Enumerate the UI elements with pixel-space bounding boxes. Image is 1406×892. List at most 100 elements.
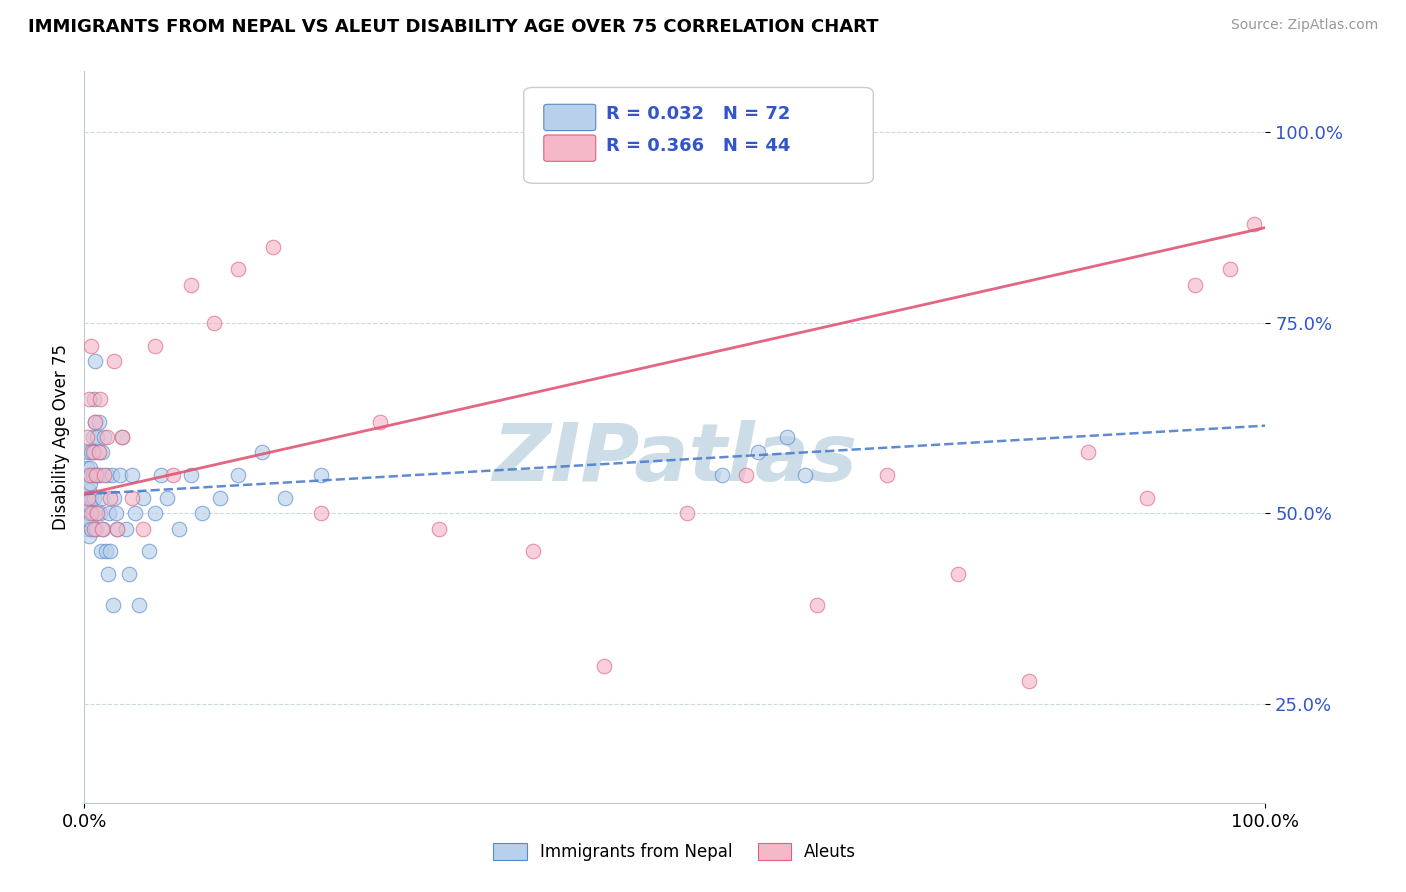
Point — [121, 468, 143, 483]
Point — [143, 506, 166, 520]
Point — [167, 521, 190, 535]
Point — [77, 491, 100, 505]
Point — [114, 521, 136, 535]
Text: R = 0.032   N = 72: R = 0.032 N = 72 — [606, 104, 790, 123]
Point — [593, 658, 616, 673]
Point — [274, 491, 297, 505]
Point — [191, 506, 214, 520]
Point — [876, 468, 898, 483]
Point — [79, 499, 101, 513]
Point — [79, 475, 101, 490]
Point — [124, 506, 146, 520]
Point — [143, 339, 166, 353]
Point — [250, 445, 273, 459]
FancyBboxPatch shape — [544, 135, 596, 161]
Point — [368, 415, 391, 429]
Point — [948, 567, 970, 582]
Point — [91, 521, 114, 535]
Point — [91, 445, 114, 459]
Point — [82, 430, 104, 444]
Point — [107, 521, 129, 535]
Point — [77, 483, 100, 498]
Point — [89, 506, 111, 520]
Point — [84, 506, 107, 520]
Point — [96, 468, 118, 483]
Point — [93, 430, 115, 444]
Point — [84, 521, 107, 535]
Point — [675, 506, 697, 520]
Point — [77, 468, 100, 483]
Point — [1184, 277, 1206, 292]
Point — [80, 339, 103, 353]
Point — [76, 430, 98, 444]
Point — [77, 445, 100, 459]
Point — [89, 468, 111, 483]
Point — [97, 567, 120, 582]
Text: IMMIGRANTS FROM NEPAL VS ALEUT DISABILITY AGE OVER 75 CORRELATION CHART: IMMIGRANTS FROM NEPAL VS ALEUT DISABILIT… — [28, 18, 879, 36]
Point — [711, 468, 734, 483]
Point — [103, 354, 125, 368]
Point — [747, 445, 769, 459]
Point — [84, 354, 107, 368]
Point — [84, 468, 107, 483]
Point — [79, 514, 101, 528]
Point — [87, 445, 110, 459]
Point — [98, 491, 121, 505]
Point — [202, 316, 225, 330]
Point — [100, 468, 122, 483]
Point — [118, 567, 141, 582]
Point — [1136, 491, 1159, 505]
Point — [98, 544, 121, 558]
Point — [262, 239, 284, 253]
Point — [77, 529, 100, 543]
Point — [90, 544, 112, 558]
Point — [91, 521, 114, 535]
Point — [84, 415, 107, 429]
Point — [86, 430, 108, 444]
Point — [98, 506, 121, 520]
Point — [77, 506, 100, 520]
Point — [89, 392, 111, 406]
Point — [522, 544, 544, 558]
Point — [82, 468, 104, 483]
Point — [76, 460, 98, 475]
Point — [180, 468, 202, 483]
Point — [96, 430, 118, 444]
Legend: Immigrants from Nepal, Aleuts: Immigrants from Nepal, Aleuts — [486, 836, 863, 868]
Point — [111, 430, 134, 444]
Point — [86, 506, 108, 520]
Point — [83, 521, 105, 535]
Point — [1219, 262, 1241, 277]
FancyBboxPatch shape — [544, 104, 596, 130]
Point — [91, 491, 114, 505]
Point — [77, 491, 100, 505]
Point — [86, 468, 108, 483]
Point — [128, 598, 150, 612]
Point — [82, 506, 104, 520]
Point — [80, 491, 103, 505]
Point — [132, 521, 155, 535]
Point — [108, 468, 131, 483]
Point — [180, 277, 202, 292]
Point — [309, 506, 332, 520]
Point — [107, 521, 129, 535]
Point — [793, 468, 815, 483]
Point — [83, 491, 105, 505]
Point — [776, 430, 799, 444]
Point — [94, 544, 117, 558]
Point — [427, 521, 450, 535]
Point — [83, 445, 105, 459]
Point — [226, 262, 249, 277]
Point — [103, 491, 125, 505]
Point — [93, 468, 115, 483]
Point — [1018, 673, 1040, 688]
Point — [80, 521, 103, 535]
Text: R = 0.366   N = 44: R = 0.366 N = 44 — [606, 137, 790, 155]
Point — [79, 460, 101, 475]
Point — [83, 392, 105, 406]
FancyBboxPatch shape — [523, 87, 873, 183]
Point — [209, 491, 232, 505]
Point — [132, 491, 155, 505]
Point — [806, 598, 828, 612]
Point — [79, 468, 101, 483]
